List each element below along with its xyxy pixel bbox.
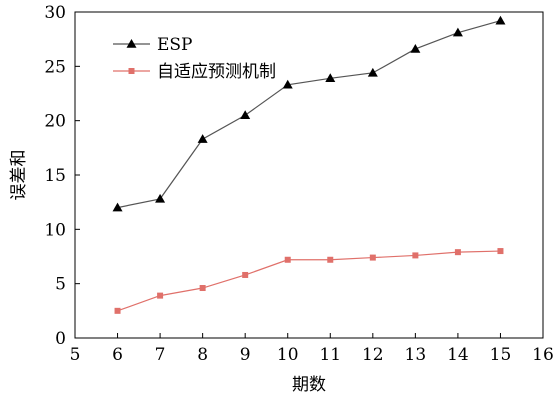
data-point: [242, 271, 249, 278]
x-tick-label: 16: [532, 345, 554, 365]
x-tick-label: 6: [112, 345, 123, 365]
data-point: [114, 307, 121, 314]
data-point: [452, 27, 463, 37]
x-tick-label: 5: [70, 345, 81, 365]
x-tick-label: 8: [197, 345, 208, 365]
series-2: [114, 248, 504, 314]
series-line: [117, 250, 501, 312]
x-tick-label: 9: [240, 345, 251, 365]
legend-marker: [126, 39, 137, 48]
legend-label: 自适应预测机制: [157, 62, 276, 82]
y-tick-label: 15: [44, 166, 66, 186]
x-tick-label: 7: [155, 345, 166, 365]
y-tick-label: 5: [55, 275, 66, 295]
series-1: [112, 15, 506, 212]
x-tick-label: 11: [319, 345, 341, 365]
x-tick-label: 12: [362, 345, 384, 365]
data-point: [325, 73, 336, 83]
legend-item-1: ESP: [113, 35, 193, 55]
legend-marker: [128, 68, 135, 74]
data-point: [367, 67, 378, 77]
series-line: [117, 20, 501, 209]
y-tick-label: 20: [44, 112, 66, 132]
data-point: [282, 79, 293, 89]
data-point: [112, 202, 123, 212]
data-point: [284, 256, 291, 263]
data-point: [454, 249, 461, 256]
x-tick-label: 14: [447, 345, 469, 365]
data-point: [327, 256, 334, 263]
data-point: [497, 248, 504, 255]
data-point: [155, 193, 166, 203]
y-axis-ticks: 0 5 10 15 20 25 30: [44, 3, 80, 349]
y-tick-label: 0: [55, 329, 66, 349]
series-layer: [112, 15, 506, 314]
data-point: [495, 15, 506, 25]
legend-item-2: 自适应预测机制: [113, 62, 276, 82]
x-axis-ticks: 5 6 7 8 9 10 11 12 13 14 15 16: [70, 333, 554, 365]
x-axis-label: 期数: [292, 375, 326, 395]
x-tick-label: 15: [490, 345, 512, 365]
plot-frame: [74, 11, 544, 339]
y-tick-label: 25: [44, 57, 66, 77]
data-point: [197, 134, 208, 143]
data-point: [240, 110, 251, 119]
legend-label: ESP: [157, 35, 193, 55]
x-tick-label: 10: [277, 345, 299, 365]
data-point: [199, 285, 206, 292]
y-tick-label: 30: [44, 3, 66, 23]
data-point: [369, 254, 376, 261]
legend: ESP 自适应预测机制: [113, 35, 276, 82]
data-point: [157, 292, 164, 299]
data-point: [410, 43, 421, 53]
y-tick-label: 10: [44, 220, 66, 240]
x-tick-label: 13: [405, 345, 427, 365]
y-axis-label: 误差和: [9, 150, 29, 201]
data-point: [412, 252, 419, 259]
